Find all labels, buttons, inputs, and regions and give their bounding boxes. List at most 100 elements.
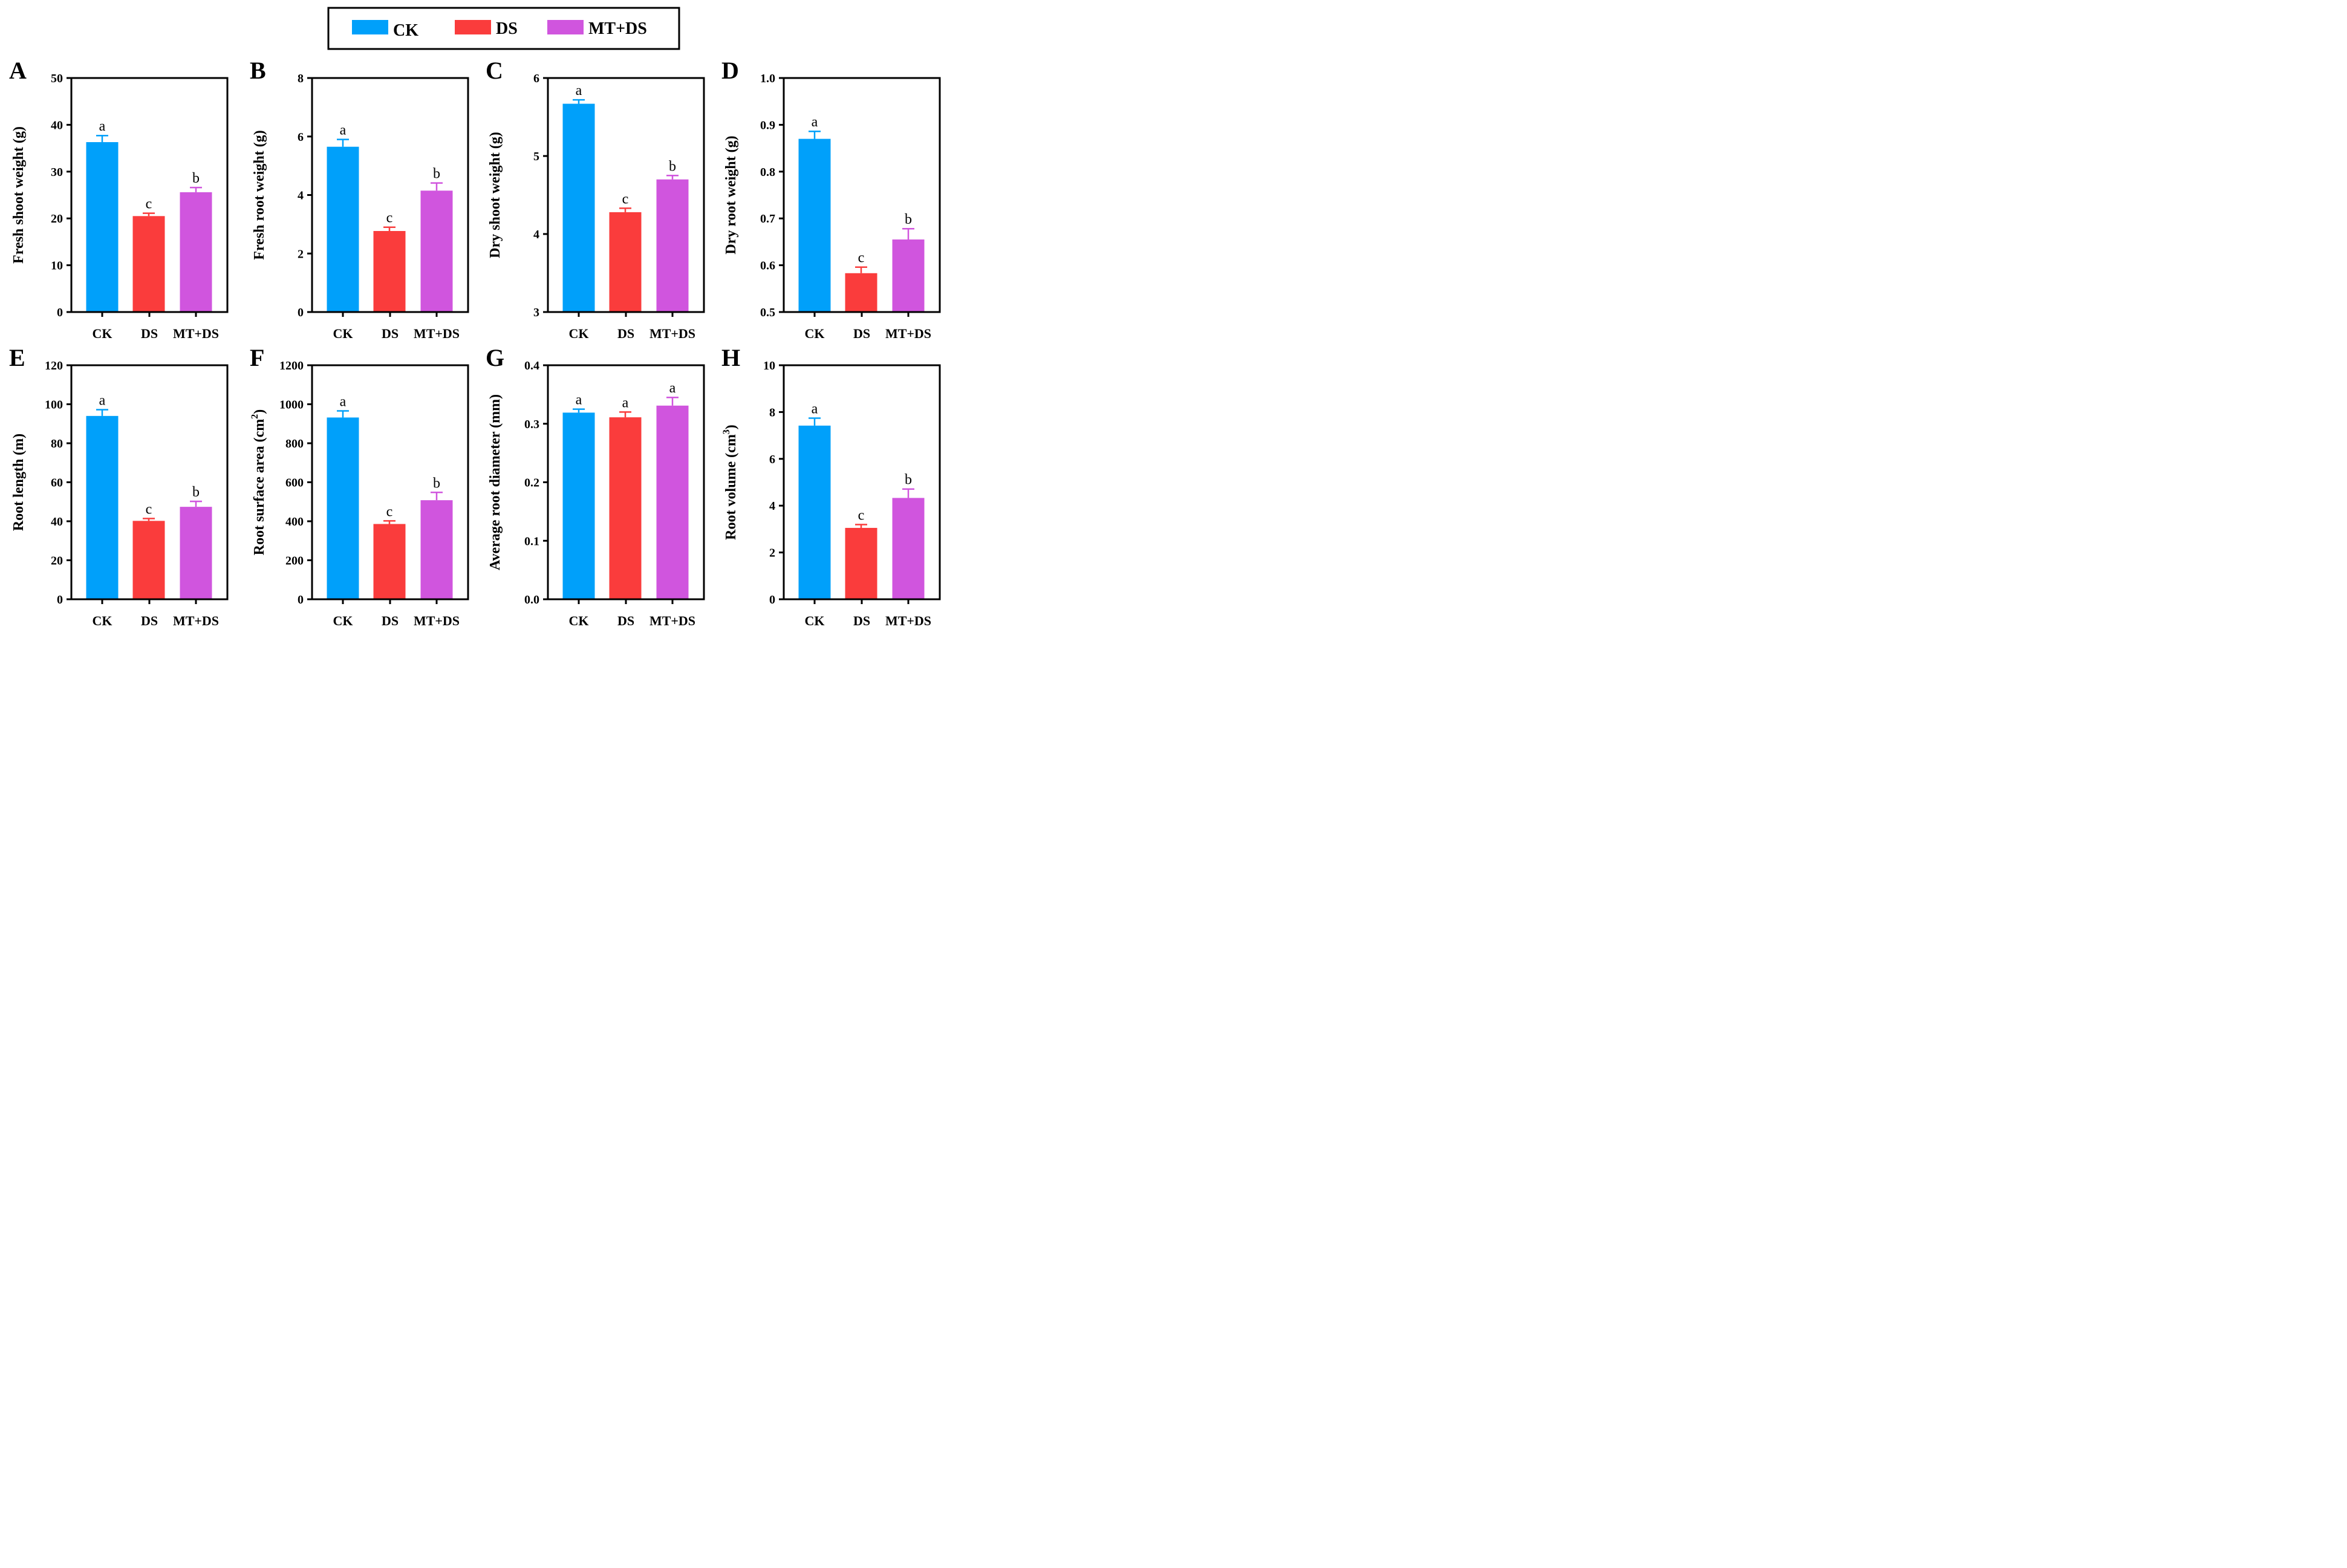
sig-letter-a-0: a <box>99 119 106 134</box>
ytick-label-b-4: 8 <box>298 72 304 85</box>
xtick-label-c-2: MT+DS <box>649 326 695 341</box>
bar-a-0 <box>86 142 119 312</box>
bar-b-1 <box>373 231 406 312</box>
ytick-label-a-1: 10 <box>51 259 63 273</box>
ytick-label-c-3: 6 <box>533 72 539 85</box>
ytick-label-h-3: 6 <box>769 453 775 466</box>
xtick-label-b-1: DS <box>382 326 399 341</box>
sig-letter-f-0: a <box>340 394 347 409</box>
xtick-label-c-0: CK <box>569 326 589 341</box>
ylabel-b: Fresh root weight (g) <box>252 130 267 259</box>
ylabel-c: Dry shoot weight (g) <box>487 132 503 258</box>
xtick-label-f-1: DS <box>382 613 399 628</box>
ytick-label-f-3: 600 <box>285 477 304 490</box>
ytick-label-e-4: 80 <box>51 437 63 451</box>
sig-letter-b-0: a <box>340 123 347 138</box>
ytick-label-f-6: 1200 <box>279 359 304 372</box>
xtick-label-e-2: MT+DS <box>173 613 219 628</box>
ylabel-a: Fresh shoot weight (g) <box>11 126 27 264</box>
ylabel-end-h: ) <box>723 425 739 429</box>
legend-label-mt-ds: MT+DS <box>588 19 647 38</box>
xtick-label-e-1: DS <box>141 613 158 628</box>
sig-letter-a-2: b <box>192 171 200 186</box>
sig-letter-d-2: b <box>905 212 912 227</box>
ylabel-text-g: Average root diameter (mm) <box>487 394 503 570</box>
ylabel-sup-f: 2 <box>250 414 260 419</box>
panel-c: Ca c b 3 4 5 6 CK DS MT+DS Dry shoot weight (g) <box>486 57 705 341</box>
bar-e-0 <box>86 415 119 599</box>
legend-swatch-ck <box>352 20 388 34</box>
ytick-label-a-4: 40 <box>51 119 63 132</box>
xtick-label-g-0: CK <box>569 613 589 628</box>
bar-h-1 <box>845 527 877 599</box>
ytick-label-a-2: 20 <box>51 212 63 226</box>
ytick-label-c-2: 5 <box>533 150 539 163</box>
ylabel-sup-h: 3 <box>721 429 732 434</box>
ytick-label-a-0: 0 <box>57 306 63 319</box>
sig-letter-f-1: c <box>386 504 393 519</box>
xtick-label-f-2: MT+DS <box>414 613 460 628</box>
ylabel-d: Dry root weight (g) <box>723 135 739 254</box>
ylabel-f: Root surface area (cm2) <box>250 409 267 555</box>
sig-letter-h-0: a <box>812 401 818 417</box>
xtick-label-h-1: DS <box>853 613 870 628</box>
bar-c-1 <box>609 212 642 312</box>
ylabel-text-f: Root surface area (cm <box>252 419 267 555</box>
panel-title-g: G <box>486 344 504 371</box>
xtick-label-e-0: CK <box>93 613 112 628</box>
ytick-label-g-0: 0.0 <box>524 593 539 607</box>
ytick-label-g-4: 0.4 <box>524 359 539 372</box>
sig-letter-g-2: a <box>669 380 676 396</box>
bar-d-0 <box>798 138 831 312</box>
sig-letter-f-2: b <box>433 475 440 491</box>
ytick-label-g-3: 0.3 <box>524 418 539 431</box>
xtick-label-g-1: DS <box>617 613 634 628</box>
xtick-label-g-2: MT+DS <box>649 613 695 628</box>
sig-letter-d-1: c <box>858 250 865 266</box>
sig-letter-e-0: a <box>99 393 106 409</box>
panel-e: Ea c b 0 20 40 60 80 100 120 CK DS MT+DS Root length … <box>9 344 229 628</box>
ytick-label-e-5: 100 <box>45 399 63 412</box>
bar-b-0 <box>327 146 359 312</box>
ytick-label-f-0: 0 <box>298 593 304 607</box>
legend-box <box>327 7 680 50</box>
bar-f-0 <box>327 417 359 599</box>
sig-letter-h-2: b <box>905 472 912 488</box>
ylabel-text-a: Fresh shoot weight (g) <box>11 126 27 264</box>
panel-a: Aa c b 0 10 20 30 40 50 CK DS MT+DS Fresh shoot weig… <box>9 57 229 341</box>
ytick-label-f-2: 400 <box>285 515 304 529</box>
ylabel-g: Average root diameter (mm) <box>487 394 503 570</box>
legend-swatch-ds <box>455 20 491 34</box>
xtick-label-b-2: MT+DS <box>414 326 460 341</box>
panel-title-c: C <box>486 57 503 84</box>
panel-title-d: D <box>721 57 739 84</box>
bar-g-2 <box>656 405 689 599</box>
bar-d-1 <box>845 273 877 312</box>
panel-title-e: E <box>9 344 25 371</box>
bar-c-2 <box>656 179 689 312</box>
ytick-label-b-3: 6 <box>298 131 304 144</box>
sig-letter-a-1: c <box>146 197 152 212</box>
sig-letter-c-0: a <box>576 83 582 99</box>
ytick-label-f-4: 800 <box>285 437 304 451</box>
panel-h: Ha c b 0 2 4 6 8 10 CK DS MT+DS Root volume (cm3) <box>721 344 941 628</box>
ytick-label-h-5: 10 <box>763 359 775 372</box>
ytick-label-d-3: 0.8 <box>760 166 775 179</box>
bar-f-2 <box>420 500 453 599</box>
sig-letter-c-1: c <box>622 191 629 207</box>
sig-letter-e-2: b <box>192 484 200 500</box>
bar-b-2 <box>420 190 453 312</box>
xtick-label-h-0: CK <box>805 613 825 628</box>
ytick-label-d-2: 0.7 <box>760 212 775 226</box>
ytick-label-f-1: 200 <box>285 555 304 568</box>
legend: CK DS MT+DS <box>327 7 680 50</box>
xtick-label-d-1: DS <box>853 326 870 341</box>
ytick-label-g-1: 0.1 <box>524 535 539 548</box>
ytick-label-a-3: 30 <box>51 166 63 179</box>
panel-title-a: A <box>9 57 27 84</box>
sig-letter-h-1: c <box>858 508 865 524</box>
sig-letter-g-0: a <box>576 392 582 408</box>
ytick-label-b-1: 2 <box>298 247 304 261</box>
bar-g-0 <box>562 412 595 599</box>
